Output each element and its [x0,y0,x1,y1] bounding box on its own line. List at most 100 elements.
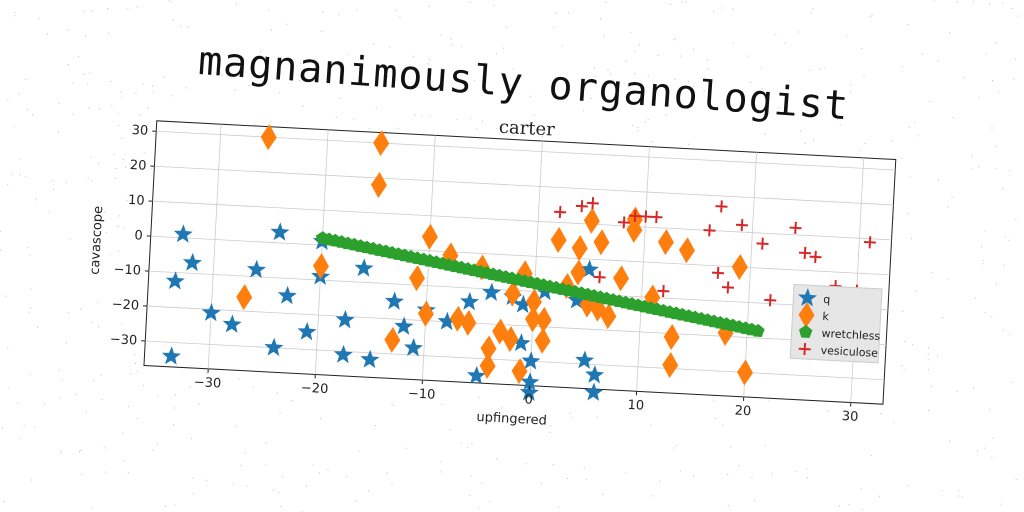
point-q [247,259,267,279]
x-tick-label: −10 [408,386,436,402]
y-axis-label: cavascope [88,206,107,276]
x-tick-label: −30 [193,375,221,391]
point-k [449,305,466,332]
point-k [525,288,542,315]
point-q [201,302,221,322]
legend-marker-q [798,288,818,307]
x-grid-line [314,129,329,375]
point-k [313,253,329,280]
y-grid-line [152,200,892,241]
x-tick-labels: −30 −20 −10 0 10 20 30 [193,368,859,425]
point-k [409,265,426,292]
point-q [482,282,502,301]
point-k [417,300,434,327]
point-vesiculose [863,236,877,249]
point-vesiculose [650,211,663,224]
y-tick-label: 10 [128,193,145,209]
point-vesiculose [798,246,812,259]
point-k [678,237,695,264]
point-q [173,224,193,243]
point-k [492,318,509,345]
point-k [534,327,551,354]
x-axis-label: upfingered [476,410,547,429]
y-tick-label: −20 [111,297,139,313]
point-vesiculose [657,285,670,298]
y-tick-label: 20 [129,158,146,174]
point-q [513,294,533,314]
point-k [600,303,617,330]
point-k [550,227,567,253]
point-k [479,352,496,379]
point-vesiculose [629,209,642,223]
point-k [502,326,519,353]
point-k [260,124,277,151]
x-grid-line [636,146,650,392]
point-vesiculose [721,281,735,294]
point-q [333,344,353,364]
point-vesiculose [593,271,606,284]
y-grid-line [154,165,894,206]
point-q [297,321,317,341]
point-q [567,290,587,309]
point-q [575,350,595,369]
point-q [360,349,380,369]
x-grid-line [529,140,543,386]
point-k [731,254,748,280]
x-tick-label: 30 [841,409,858,425]
point-vesiculose [789,221,802,234]
y-grid-line [150,235,890,276]
point-k [236,284,253,311]
point-k [384,326,401,353]
point-k [571,235,588,262]
chart-title: carter [498,117,555,141]
point-vesiculose [703,224,716,237]
x-tick-label: −20 [300,381,328,397]
point-k [663,324,680,351]
point-vesiculose [809,250,822,264]
point-k [737,359,753,386]
point-k [525,306,541,333]
point-vesiculose [575,200,588,213]
point-vesiculose [639,210,652,223]
point-q [264,337,284,357]
x-tick-label: 20 [734,403,751,419]
legend-box [789,283,883,364]
point-k [373,130,390,157]
point-k [421,223,438,250]
point-q [519,382,539,402]
point-vesiculose [756,237,769,250]
point-q [437,311,457,331]
point-vesiculose [711,266,725,279]
point-q [511,333,531,352]
point-vesiculose [735,219,749,232]
point-q [585,365,605,384]
point-vesiculose [554,205,567,219]
y-tick-label: −10 [113,262,141,278]
point-k [460,309,477,336]
y-tick-label: 0 [134,228,143,243]
point-vesiculose [715,200,728,213]
legend-marker-vesiculose [798,342,811,356]
point-k [613,265,630,292]
series-k [236,124,753,386]
point-q [521,351,541,370]
series-wretchless [315,231,765,337]
point-k [657,229,674,256]
point-k [593,229,610,256]
y-grid-line [147,305,887,346]
point-q [404,338,423,357]
y-tick-label: 30 [131,123,148,139]
legend-label: q [823,293,831,306]
plot-area [143,120,897,405]
point-k [570,259,587,286]
legend-label: wretchless [821,327,881,343]
point-q [467,365,487,385]
point-q [161,346,181,365]
point-k [583,207,600,234]
legend-label: vesiculose [820,344,878,360]
x-tick-label: 10 [627,398,644,414]
point-q [394,316,414,335]
point-q [385,291,405,310]
point-q [520,372,540,391]
